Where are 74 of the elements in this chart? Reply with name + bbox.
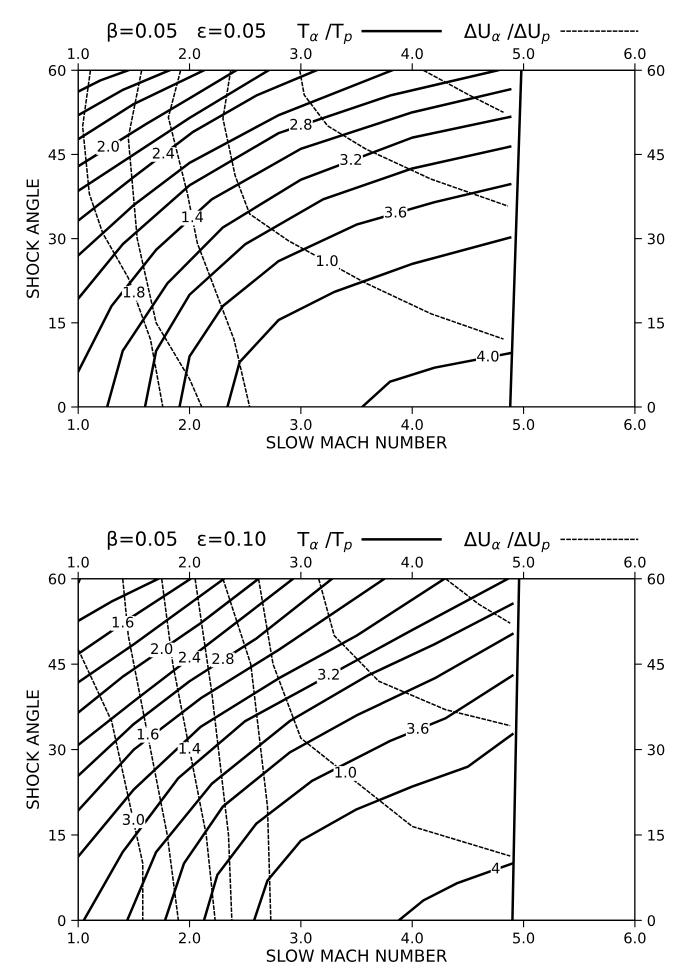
legend-label: T$_{α}$ /T$_{p}$	[297, 532, 352, 552]
y2-tick-label: 30	[648, 744, 664, 756]
x2-tick-label: 4.0	[401, 419, 423, 430]
y-tick-label: 0	[58, 915, 66, 926]
x2-tick-label: 4.0	[401, 932, 423, 944]
y-tick-label: 15	[49, 830, 66, 841]
y-tick-label: 60	[48, 64, 66, 76]
annotation: 1.8	[124, 286, 144, 298]
annotation: 3.6	[385, 206, 406, 218]
x-tick-label: 5.0	[513, 556, 534, 568]
y2-tick-label: 30	[648, 233, 664, 244]
x2-tick-label: 1.0	[68, 419, 89, 430]
y-axis-title: SHOCK ANGLE	[26, 690, 40, 809]
x2-tick-label: 2.0	[179, 419, 200, 430]
x-tick-label: 2.0	[179, 556, 200, 568]
x2-tick-label: 5.0	[513, 419, 534, 430]
x-axis-title: SLOW MACH NUMBER	[266, 949, 447, 962]
annotation: 2.4	[179, 652, 200, 662]
x-tick-label: 3.0	[290, 556, 312, 568]
y-axis-title: SHOCK ANGLE	[26, 179, 40, 298]
annotation: 2.0	[151, 643, 172, 654]
x-axis-title: SLOW MACH NUMBER	[266, 436, 447, 449]
y-tick-label: 60	[48, 573, 66, 585]
x-tick-label: 1.0	[68, 48, 89, 60]
y-tick-label: 0	[58, 402, 66, 413]
annotation: 2.4	[152, 148, 174, 158]
annotation: 3.6	[407, 722, 428, 734]
y2-tick-label: 60	[648, 64, 664, 76]
legend-label: ΔU$_{α}$ /ΔU$_{p}$	[464, 24, 550, 44]
annotation: 1.0	[335, 766, 356, 778]
x2-tick-label: 1.0	[68, 932, 89, 944]
y2-tick-label: 15	[648, 830, 664, 841]
legend-label: T$_{α}$ /T$_{p}$	[297, 24, 352, 44]
annotation: 1.6	[138, 728, 158, 740]
annotation: 1.4	[180, 742, 200, 754]
annotation: 2.8	[212, 653, 234, 664]
chart-title: β=0.05 ε=0.10	[108, 530, 266, 550]
x-tick-label: 6.0	[624, 556, 646, 568]
annotation: 2.8	[290, 118, 312, 130]
annotation: 3.2	[340, 154, 362, 165]
x-tick-label: 4.0	[401, 556, 423, 568]
y-tick-label: 45	[48, 659, 66, 670]
y2-tick-label: 0	[648, 915, 656, 926]
annotation: 4	[492, 862, 500, 874]
y-tick-label: 15	[49, 318, 66, 329]
annotation: 3.2	[318, 668, 339, 680]
x-tick-label: 1.0	[68, 556, 89, 568]
annotation: 2.0	[98, 140, 119, 152]
x2-tick-label: 5.0	[513, 932, 534, 944]
y-tick-label: 30	[48, 233, 66, 244]
x2-tick-label: 3.0	[290, 419, 312, 430]
x2-tick-label: 6.0	[624, 419, 646, 430]
y-tick-label: 45	[48, 149, 66, 160]
y2-tick-label: 60	[648, 573, 664, 585]
x2-tick-label: 3.0	[290, 932, 312, 944]
y-tick-label: 30	[48, 744, 66, 756]
x-tick-label: 2.0	[179, 48, 200, 60]
y2-tick-label: 45	[647, 659, 664, 670]
x-tick-label: 6.0	[624, 48, 646, 60]
y2-tick-label: 45	[647, 149, 664, 160]
annotation: 3.0	[122, 814, 144, 825]
chart-title: β=0.05 ε=0.05	[108, 22, 265, 42]
x-tick-label: 5.0	[513, 48, 534, 60]
x-tick-label: 4.0	[401, 48, 423, 60]
annotation: 1.0	[317, 255, 338, 266]
annotation: 1.6	[112, 616, 134, 628]
y2-tick-label: 0	[648, 402, 656, 413]
x-tick-label: 3.0	[290, 48, 312, 60]
y2-tick-label: 15	[648, 318, 664, 329]
x2-tick-label: 6.0	[624, 932, 646, 944]
annotation: 4.0	[477, 350, 499, 362]
legend-label: ΔU$_{α}$ /ΔU$_{p}$	[464, 532, 550, 552]
annotation: 1.4	[182, 212, 204, 222]
x2-tick-label: 2.0	[179, 932, 200, 944]
